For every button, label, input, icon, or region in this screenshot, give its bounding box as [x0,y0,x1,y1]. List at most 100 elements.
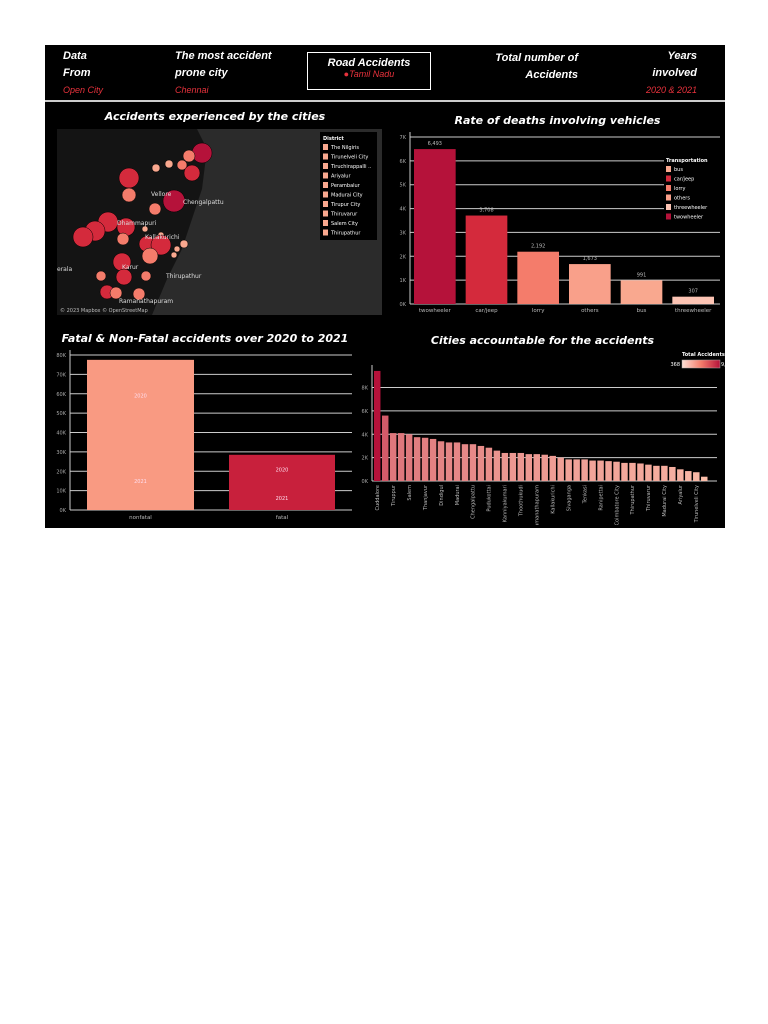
x-tick-label: Pudukottai [487,485,493,512]
legend-swatch [323,220,328,226]
bar-threewheeler [672,296,714,304]
x-tick-label: Ranipettai [598,485,604,511]
x-tick-label: twowheeler [419,308,452,314]
legend-swatch [323,172,328,179]
x-tick-label: Madurai City [662,485,668,517]
district-marker [116,232,130,246]
city-bar [429,438,437,481]
legend-swatch [666,194,671,201]
x-tick-label: Tirunelveli City [694,485,700,523]
place-label: Kallakurichi [145,234,180,241]
x-tick-label: Ramanathapuram [535,485,541,525]
x-tick-label: Kanniyakumari [503,485,509,522]
legend-item: Perambalur [331,183,361,189]
city-bar [509,452,517,481]
legend-item: threewheeler [674,205,708,211]
x-tick-label: bus [637,308,647,314]
x-tick-label: Sivaganga [566,485,572,511]
y-tick-label: 3K [400,230,407,236]
y-tick-label: 50K [56,411,66,417]
city-bar [405,434,413,481]
city-bar [653,465,660,481]
x-tick-label: Kallakurichi [550,485,556,514]
y-tick-label: 5K [400,183,407,189]
legend-item: twowheeler [674,215,704,221]
district-marker [141,247,159,265]
bar-car/jeep [465,215,508,304]
place-label: Thirupathur [165,273,202,280]
legend-item: Tirupur City [330,202,360,208]
city-bar [485,447,493,481]
y-tick-label: 40K [56,431,66,437]
cities-chart-title: Cities accountable for the accidents [430,334,655,347]
legend-swatch [323,229,328,236]
district-marker [183,164,201,182]
city-bar [581,459,588,481]
city-bar [397,433,405,481]
legend-item: The Nilgiris [330,145,359,151]
legend-swatch [323,144,328,150]
place-label: Karur [122,264,139,271]
legend-title: District [323,136,344,142]
y-tick-label: 80K [56,353,66,359]
x-tick-label: Dindigul [439,485,445,506]
city-bar [669,466,676,481]
district-marker [121,187,137,203]
y-tick-label: 70K [56,372,66,378]
x-tick-label: car/jeep [475,308,498,314]
district-marker [118,167,140,189]
legend-item: Thiruvarur [330,212,358,218]
map-attribution: © 2023 Mapbox © OpenStreetMap [60,307,148,314]
legend-swatch [666,175,671,182]
district-marker [140,270,152,282]
city-bar [677,469,684,481]
x-tick-label: fatal [276,515,289,521]
map-legend [320,132,377,240]
y-tick-label: 0K [400,302,407,308]
y-tick-label: 7K [400,135,407,141]
data-label: 1,673 [583,256,597,262]
data-label-2: From [63,67,91,79]
x-tick-label: threewheeler [675,308,712,314]
bar-bus [620,280,663,304]
y-tick-label: 6K [400,159,407,165]
y-tick-label: 10K [56,489,66,495]
district-marker [115,268,133,286]
x-tick-label: Coimbatore City [614,485,620,525]
accident-map[interactable]: Vellore Chengalpattu Dhammapuri Kallakurich… [57,129,382,315]
x-tick-label: Tiruppur [391,484,397,507]
place-label: Chengalpattu [183,199,224,206]
legend-item: Madurai City [331,193,363,199]
city-bar [693,472,700,481]
city-bar [589,460,596,481]
data-label: 991 [637,272,647,278]
district-marker [170,251,178,259]
legend-item: others [674,196,690,202]
fatal-chart: 0K 10K 20K 30K 40K 50K 60K 70K 80K 2020 2021 nonfat… [56,350,352,521]
city-bar [613,461,620,481]
place-label: Dhammapuri [117,220,157,227]
dashboard: Data From Open City The most accident prone… [45,45,725,528]
dashboard-title: Road Accidents [327,57,411,69]
x-tick-label: nonfatal [129,515,152,521]
cities-chart: 0K 2K 4K 6K 8K Cuddalore Tiruppur Salem Thanjavu… [362,352,725,525]
x-tick-label: Thiruvarur [646,484,652,512]
y-tick-label: 4K [362,432,369,438]
city-bar [573,459,580,481]
y-tick-label: 0K [362,479,369,485]
city-bar [565,459,572,481]
bar-nonfatal [87,359,194,510]
city-bar [557,457,564,481]
city-bar [533,454,540,481]
color-scale [681,359,721,369]
y-tick-label: 0K [60,508,67,514]
city-bar [637,463,644,481]
district-marker [151,163,161,173]
city-bar [421,437,429,481]
vehicle-chart: 0K 1K 2K 3K 4K 5K 6K 7K 6,493 twowheeler 3,708 car/… [400,132,724,314]
y-tick-label: 6K [362,409,369,415]
district-marker [176,159,188,171]
total-label: Total number of [495,52,578,64]
district-marker [95,270,107,282]
bar-fatal [229,454,335,510]
